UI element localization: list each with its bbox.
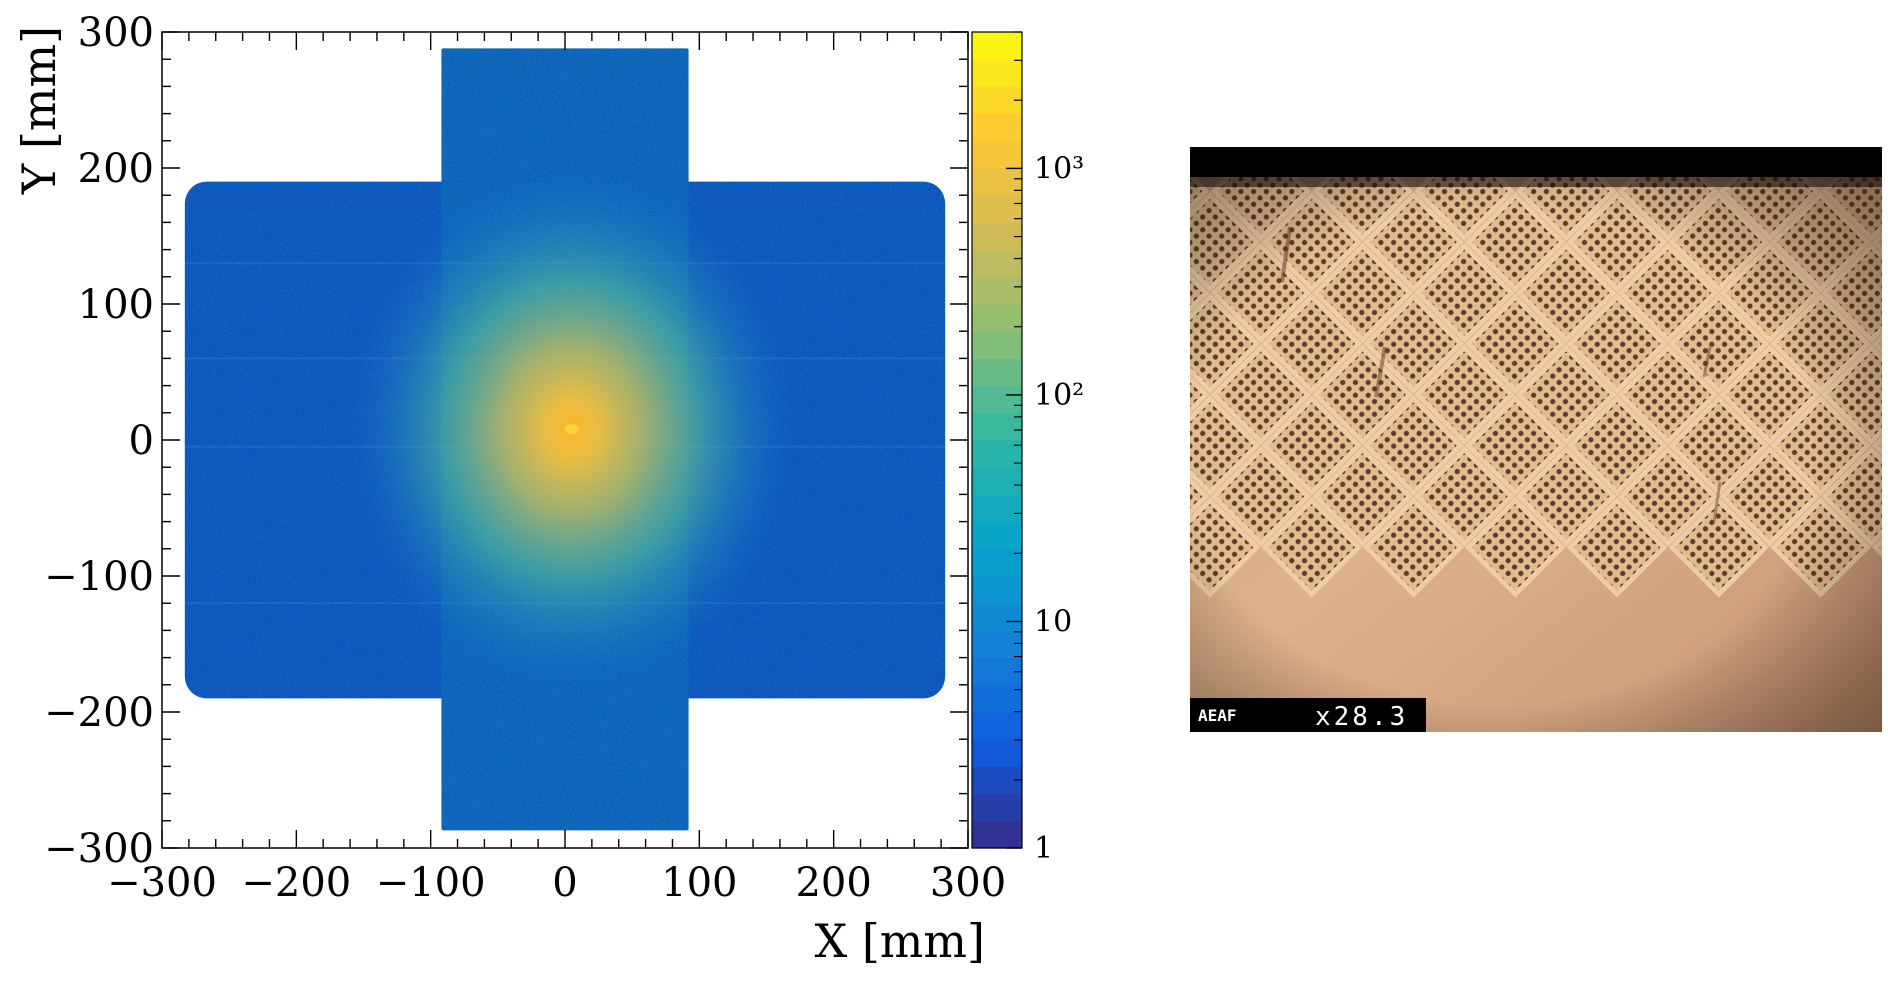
colorbar-band xyxy=(972,304,1022,332)
x-tick-label: −200 xyxy=(241,860,351,906)
y-axis-label: Y [mm] xyxy=(12,26,66,195)
x-tick-label: −300 xyxy=(107,860,217,906)
x-tick-label: 100 xyxy=(661,860,737,906)
beam-hotspot-core xyxy=(564,424,579,435)
colorbar-band xyxy=(972,793,1022,822)
y-tick-label: −300 xyxy=(44,826,154,872)
colorbar-band xyxy=(972,766,1022,795)
colorbar-tick-label: 10 xyxy=(1034,604,1072,639)
colorbar-band xyxy=(972,684,1022,713)
heatmap-figure: −300 −200 −100 0 100 200 300 −300 −200 −100 0 100 2… xyxy=(12,10,1084,968)
colorbar-band xyxy=(972,249,1022,278)
y-tick-label: −200 xyxy=(44,690,154,736)
colorbar-tick-label: 10² xyxy=(1034,378,1084,413)
colorbar-band xyxy=(972,168,1022,196)
colorbar-tick-label: 1 xyxy=(1034,831,1053,866)
colorbar-band xyxy=(972,576,1022,604)
x-axis: −300 −200 −100 0 100 200 300 xyxy=(107,32,1006,906)
caption-box xyxy=(1190,698,1426,732)
magnification-label: x28.3 xyxy=(1315,702,1408,732)
colorbar-band xyxy=(972,603,1022,631)
colorbar-band xyxy=(972,630,1022,659)
colorbar-band xyxy=(972,494,1022,523)
colorbar-band xyxy=(972,385,1022,414)
colorbar-band xyxy=(972,140,1022,169)
colorbar-band xyxy=(972,657,1022,686)
colorbar-band xyxy=(972,113,1022,142)
colorbar-band xyxy=(972,440,1022,468)
colorbar-band xyxy=(972,222,1022,251)
colorbar-band xyxy=(972,521,1022,550)
x-axis-label: X [mm] xyxy=(814,914,985,968)
x-tick-label: −100 xyxy=(376,860,486,906)
y-tick-label: 200 xyxy=(78,146,154,192)
colorbar-band xyxy=(972,195,1022,223)
x-tick-label: 300 xyxy=(930,860,1006,906)
colorbar-tick-label: 10³ xyxy=(1034,151,1084,186)
colorbar-frame xyxy=(971,31,1023,849)
colorbar-band xyxy=(972,712,1022,740)
y-axis: −300 −200 −100 0 100 200 300 xyxy=(44,10,968,872)
plot-area xyxy=(184,48,946,831)
colorbar-band xyxy=(972,358,1022,387)
colorbar-band xyxy=(972,59,1022,87)
caption-code: AEAF xyxy=(1198,706,1237,725)
colorbar-band xyxy=(972,86,1022,115)
y-tick-label: 100 xyxy=(78,282,154,328)
colorbar: 1 10 10² 10³ xyxy=(971,31,1084,866)
microscope-photo: AEAF x28.3 xyxy=(1190,147,1882,732)
y-tick-label: 0 xyxy=(129,418,154,464)
colorbar-band xyxy=(972,467,1022,495)
x-tick-label: 200 xyxy=(795,860,871,906)
x-tick-label: 0 xyxy=(552,860,577,906)
y-tick-label: 300 xyxy=(78,10,154,56)
colorbar-band xyxy=(972,32,1022,60)
colorbar-band xyxy=(972,331,1022,359)
colorbar-band xyxy=(972,412,1022,441)
y-tick-label: −100 xyxy=(44,554,154,600)
colorbar-band xyxy=(972,739,1022,767)
colorbar-band xyxy=(972,548,1022,577)
colorbar-band xyxy=(972,276,1022,305)
colorbar-band xyxy=(972,820,1022,849)
